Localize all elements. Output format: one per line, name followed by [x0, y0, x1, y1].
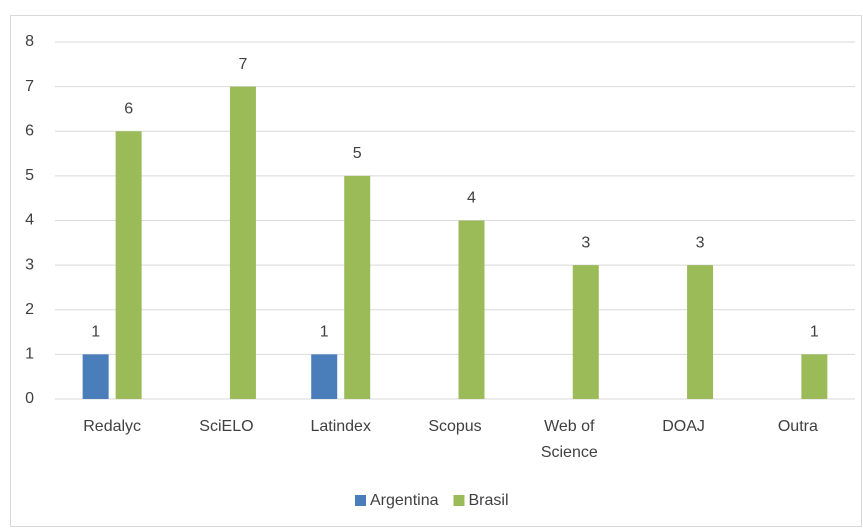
y-tick-label: 1 [25, 346, 34, 363]
x-tick-label: SciELO [199, 418, 253, 435]
bar [311, 354, 338, 399]
y-tick-label: 6 [25, 122, 34, 139]
x-tick-label: Outra [778, 418, 818, 435]
bar [572, 265, 599, 399]
bar [458, 220, 485, 399]
data-label: 1 [91, 324, 100, 341]
bar [82, 354, 109, 399]
bar [229, 86, 256, 399]
legend-swatch [453, 495, 465, 506]
bar [801, 354, 828, 399]
y-tick-label: 4 [25, 212, 34, 229]
data-label: 4 [467, 190, 476, 207]
x-tick-label: DOAJ [662, 418, 705, 435]
x-tick-label: Scopus [428, 418, 481, 435]
y-tick-label: 2 [25, 301, 34, 318]
bar [115, 131, 142, 399]
legend-label: Brasil [469, 492, 509, 509]
data-label: 5 [353, 145, 362, 162]
bar [687, 265, 714, 399]
bar [344, 175, 371, 399]
data-label: 3 [581, 234, 590, 251]
x-tick-label: Redalyc [83, 418, 141, 435]
y-tick-label: 7 [25, 78, 34, 95]
x-tick-label: Latindex [310, 418, 371, 435]
legend-label: Argentina [370, 492, 439, 509]
y-tick-label: 8 [25, 33, 34, 50]
y-tick-label: 0 [25, 390, 34, 407]
data-label: 3 [696, 234, 705, 251]
chart-border [10, 15, 862, 527]
y-tick-label: 3 [25, 256, 34, 273]
legend-swatch [355, 495, 366, 506]
data-label: 1 [320, 324, 329, 341]
data-label: 1 [810, 324, 819, 341]
data-label: 7 [238, 56, 247, 73]
x-tick-label: Web of Science [541, 418, 598, 461]
y-tick-label: 5 [25, 167, 34, 184]
data-label: 6 [124, 100, 133, 117]
